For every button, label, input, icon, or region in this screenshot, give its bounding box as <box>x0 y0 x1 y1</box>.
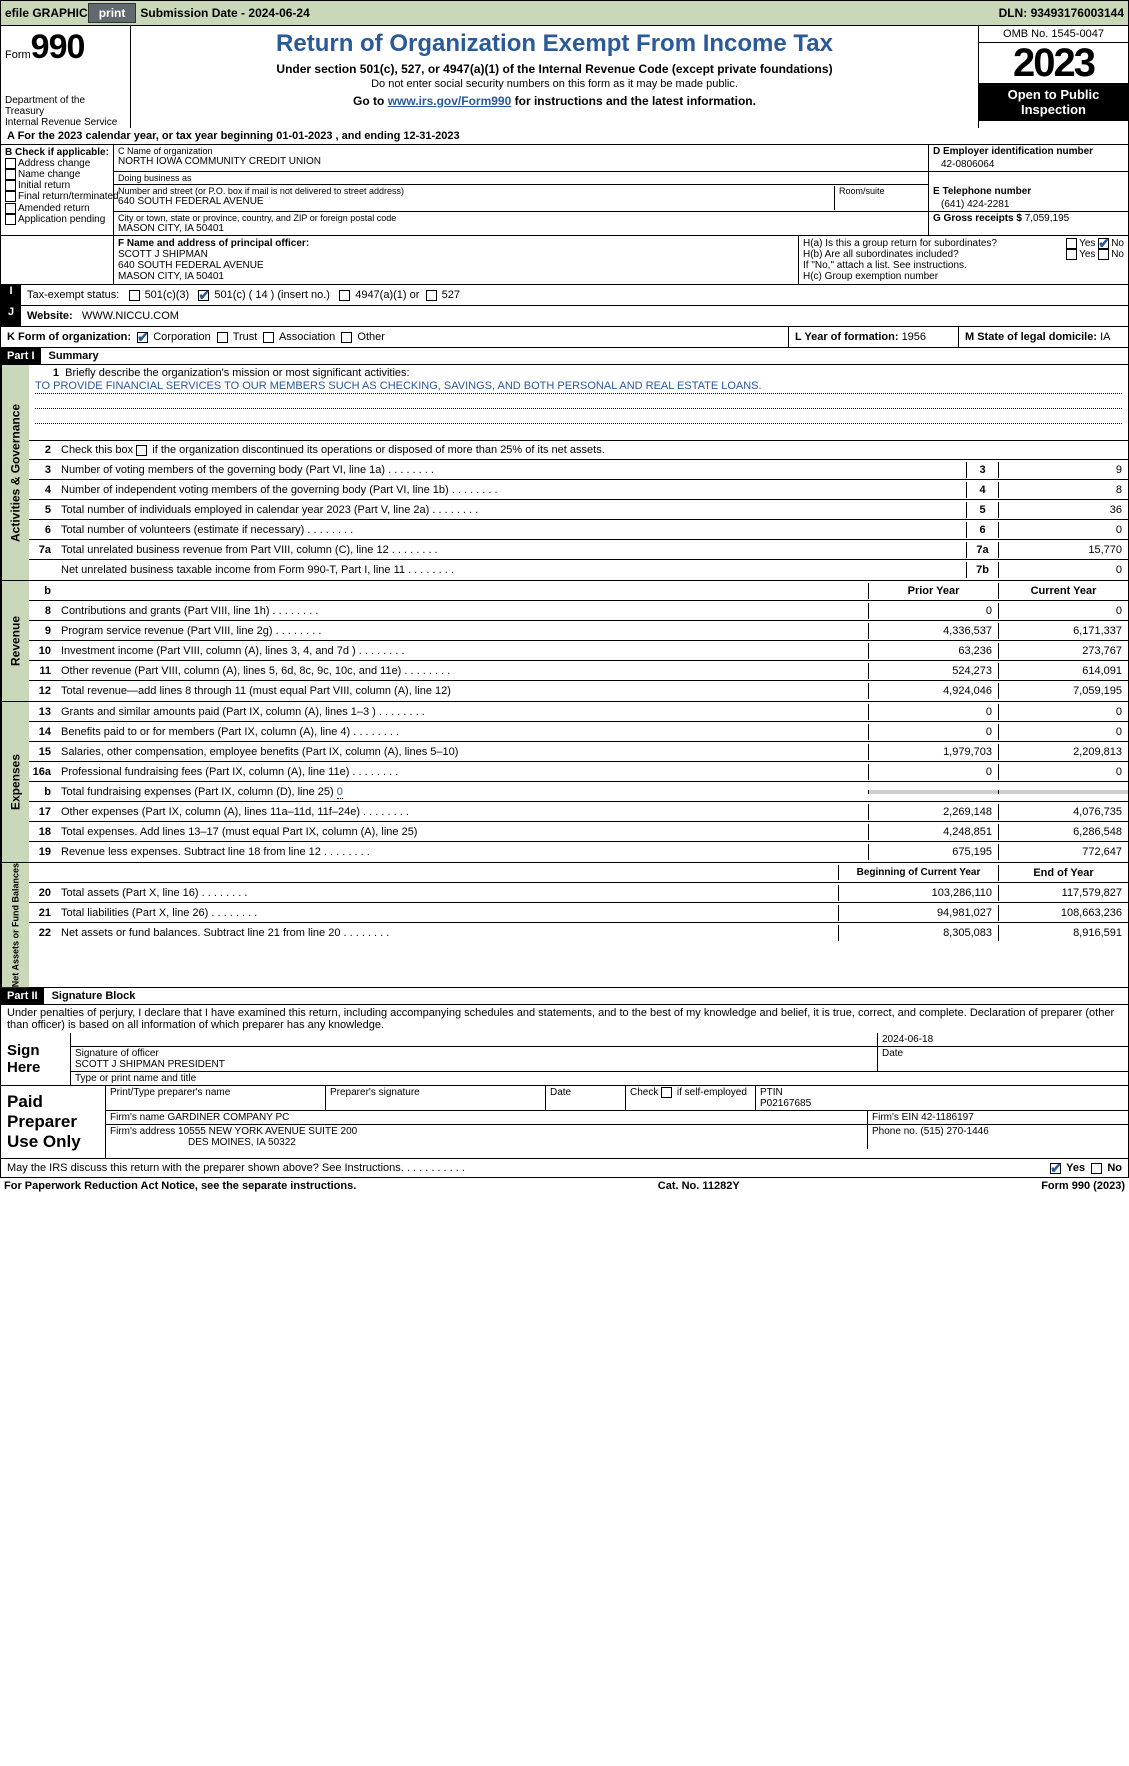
part1-bar: Part I Summary <box>0 348 1129 365</box>
sign-block: Sign Here 2024-06-18 Signature of office… <box>0 1033 1129 1086</box>
box-h: H(a) Is this a group return for subordin… <box>798 236 1128 284</box>
paid-block: Paid Preparer Use Only Print/Type prepar… <box>0 1086 1129 1159</box>
box-cde: C Name of organization NORTH IOWA COMMUN… <box>114 145 1128 235</box>
topbar: efile GRAPHIC print Submission Date - 20… <box>0 0 1129 26</box>
form-right: OMB No. 1545-0047 2023 Open to Public In… <box>978 26 1128 128</box>
form-title-area: Return of Organization Exempt From Incom… <box>131 26 978 128</box>
form-left: Form990 Department of the Treasury Inter… <box>1 26 131 128</box>
website-row: J Website: WWW.NICCU.COM <box>0 306 1129 327</box>
status-row: I Tax-exempt status: 501(c)(3) 501(c) ( … <box>0 285 1129 306</box>
form-header: Form990 Department of the Treasury Inter… <box>0 26 1129 128</box>
penalty-text: Under penalties of perjury, I declare th… <box>0 1005 1129 1033</box>
part2-bar: Part II Signature Block <box>0 988 1129 1005</box>
header-grid: B Check if applicable: Address change Na… <box>0 145 1129 236</box>
box-f: F Name and address of principal officer:… <box>114 236 798 284</box>
korg-row: K Form of organization: Corporation Trus… <box>0 327 1129 348</box>
irs-link[interactable]: www.irs.gov/Form990 <box>388 94 512 108</box>
efile-label: efile GRAPHIC <box>5 6 88 20</box>
bottom-bar: For Paperwork Reduction Act Notice, see … <box>0 1178 1129 1194</box>
tax-year: 2023 <box>979 43 1128 83</box>
row-fh: F Name and address of principal officer:… <box>0 236 1129 285</box>
goto-link-row: Go to www.irs.gov/Form990 for instructio… <box>137 94 972 108</box>
dln: DLN: 93493176003144 <box>999 6 1124 20</box>
box-b: B Check if applicable: Address change Na… <box>1 145 114 235</box>
row-a: A For the 2023 calendar year, or tax yea… <box>0 128 1129 145</box>
netassets-section: Net Assets or Fund Balances Beginning of… <box>0 863 1129 988</box>
expenses-section: Expenses 13Grants and similar amounts pa… <box>0 702 1129 863</box>
revenue-section: Revenue b Prior Year Current Year 8Contr… <box>0 581 1129 702</box>
form-title: Return of Organization Exempt From Incom… <box>137 30 972 58</box>
print-button[interactable]: print <box>88 3 137 23</box>
submission-label: Submission Date - 2024-06-24 <box>140 6 309 20</box>
discuss-row: May the IRS discuss this return with the… <box>0 1159 1129 1178</box>
governance-section: Activities & Governance 1 Briefly descri… <box>0 365 1129 581</box>
